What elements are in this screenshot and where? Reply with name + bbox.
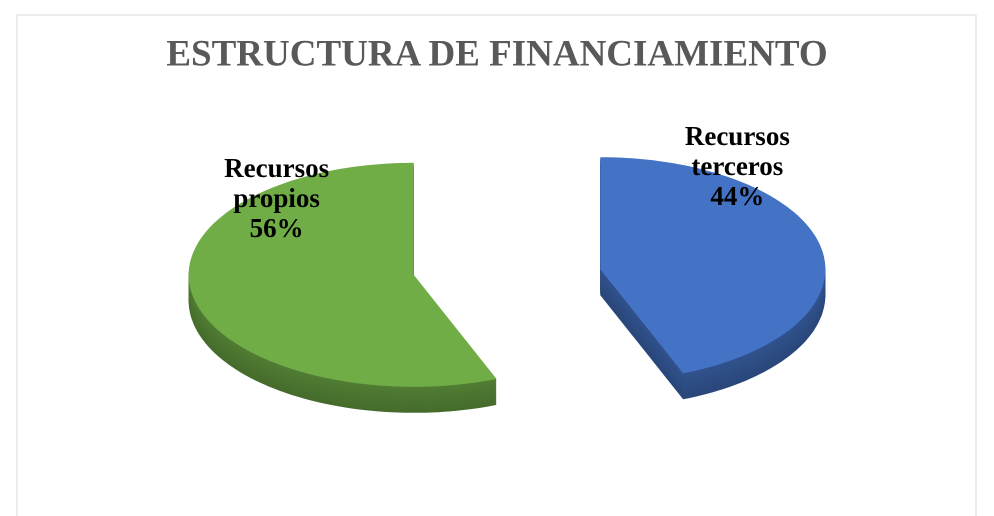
label-category: Recursos terceros (684, 121, 790, 182)
label-value: 44% (710, 181, 765, 212)
data-label: Recursos propios 56% (202, 153, 352, 243)
data-label: Recursos terceros 44% (662, 121, 812, 211)
chart-title: ESTRUCTURA DE FINANCIAMIENTO (166, 33, 827, 74)
chart-frame (16, 14, 977, 516)
label-category: Recursos propios (224, 152, 330, 213)
slice (600, 157, 826, 374)
label-value: 56% (249, 212, 304, 243)
slice (188, 162, 497, 387)
